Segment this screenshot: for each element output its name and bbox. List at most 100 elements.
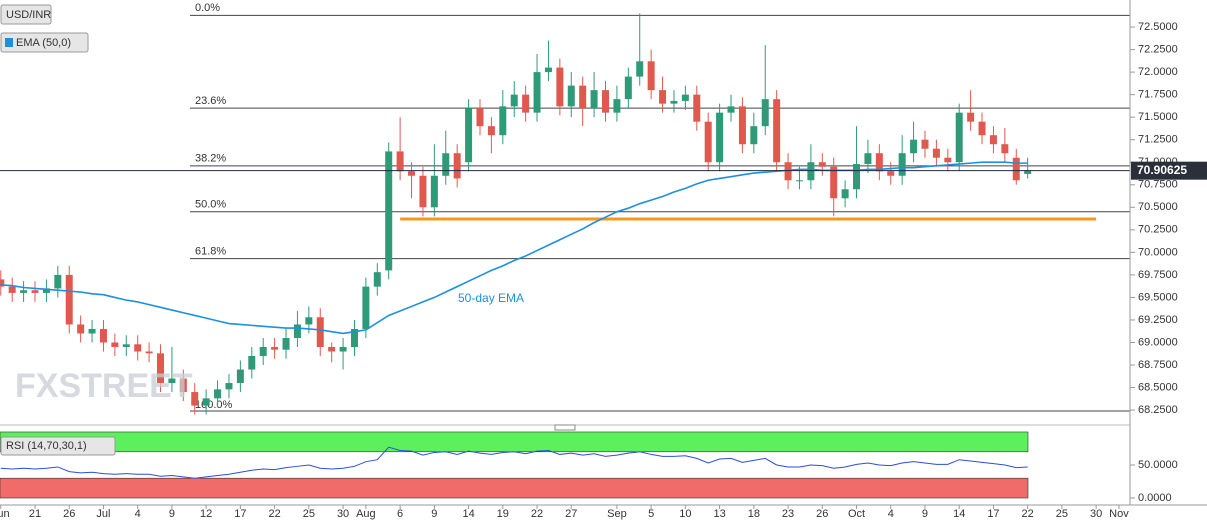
candle-body xyxy=(465,108,473,163)
candle-body xyxy=(373,272,381,287)
x-tick-label: 30 xyxy=(337,508,349,520)
x-tick-label: 17 xyxy=(234,508,246,520)
candle-body xyxy=(921,139,929,149)
candle-body xyxy=(236,369,244,384)
candle-body xyxy=(1012,157,1020,181)
candle-body xyxy=(122,344,130,347)
candle-body xyxy=(350,328,358,347)
candle-body xyxy=(510,94,518,107)
candle-body xyxy=(681,94,689,101)
candle-body xyxy=(841,189,849,199)
x-tick-label: 26 xyxy=(63,508,75,520)
x-tick-label: 12 xyxy=(200,508,212,520)
candle-body xyxy=(602,90,609,113)
pane-handle[interactable] xyxy=(554,424,576,431)
candle-body xyxy=(659,90,667,104)
x-tick-label: Aug xyxy=(356,508,376,520)
y-tick-label: 68.5000 xyxy=(1138,381,1178,393)
ema-annotation: 50-day EMA xyxy=(458,291,524,305)
candle-body xyxy=(704,121,712,163)
y-tick-label: 70.0000 xyxy=(1138,246,1178,258)
candle-body xyxy=(887,171,895,176)
last-price-label: 70.90625 xyxy=(1137,163,1187,177)
fib-label: 0.0% xyxy=(195,2,220,14)
x-tick-label: Sep xyxy=(607,508,627,520)
candle-body xyxy=(225,383,233,390)
x-tick-label: 27 xyxy=(565,508,577,520)
candle-body xyxy=(453,153,461,179)
candle-body xyxy=(54,274,62,289)
candle-body xyxy=(282,337,290,350)
x-tick-label: 9 xyxy=(922,508,928,520)
candle-body xyxy=(111,342,119,347)
candle-body xyxy=(42,288,50,293)
x-tick-label: Jun xyxy=(0,508,10,520)
candle-body xyxy=(716,112,724,163)
candle-body xyxy=(579,85,587,109)
candle-body xyxy=(522,94,530,113)
x-tick-label: 14 xyxy=(462,508,474,520)
candle-body xyxy=(567,85,575,107)
x-tick-label: 9 xyxy=(431,508,437,520)
candle-body xyxy=(134,344,142,352)
candle-body xyxy=(88,328,96,334)
y-tick-label: 72.0000 xyxy=(1138,66,1178,78)
candle-body xyxy=(191,392,199,406)
x-tick-label: 23 xyxy=(782,508,794,520)
candle-body xyxy=(99,328,107,343)
x-tick-label: 6 xyxy=(397,508,403,520)
candle-body xyxy=(214,389,222,399)
x-tick-label: 18 xyxy=(748,508,760,520)
candle-body xyxy=(624,76,632,100)
candle-body xyxy=(932,148,940,158)
x-tick-label: Jul xyxy=(96,508,110,520)
x-tick-label: 22 xyxy=(268,508,280,520)
y-tick-label: 69.2500 xyxy=(1138,314,1178,326)
symbol-box[interactable] xyxy=(0,4,52,25)
candle-body xyxy=(590,90,598,109)
candle-body xyxy=(202,398,210,406)
candle-body xyxy=(31,290,39,293)
y-tick-label: 69.5000 xyxy=(1138,291,1178,303)
fib-label: 38.2% xyxy=(195,153,226,165)
candle-body xyxy=(864,153,872,165)
candle-body xyxy=(989,135,997,145)
candle-body xyxy=(248,356,256,370)
candle-body xyxy=(773,99,781,163)
candle-body xyxy=(533,72,541,113)
overbought-band xyxy=(0,431,1029,453)
candle-body xyxy=(419,175,427,208)
candle-body xyxy=(955,112,963,163)
y-tick-label: 70.5000 xyxy=(1138,201,1178,213)
rsi-box[interactable] xyxy=(0,436,116,456)
candle-body xyxy=(408,171,416,176)
y-tick-label: 70.7500 xyxy=(1138,179,1178,191)
price-pane: 0.0% 23.6% 38.2% 50.0% 61.8% 100.0% 50-day EMA xyxy=(0,2,1130,415)
y-tick-label: 71.2500 xyxy=(1138,134,1178,146)
x-tick-label: Nov xyxy=(1109,508,1129,520)
candle-body xyxy=(613,99,621,113)
candle-body xyxy=(442,153,450,176)
candle-body xyxy=(20,290,28,293)
rsi-pane xyxy=(0,431,1029,499)
candle-body xyxy=(157,353,165,384)
rsi-line xyxy=(0,446,1028,479)
candle-body xyxy=(738,106,746,145)
candle-body xyxy=(339,346,347,352)
candle-body xyxy=(750,126,758,145)
candle-body xyxy=(168,378,176,384)
fib-label: 61.8% xyxy=(195,246,226,258)
x-tick-label: 9 xyxy=(169,508,175,520)
candle-body xyxy=(1024,170,1032,174)
candle-body xyxy=(476,108,484,127)
rsi-title: RSI (14,70,30,1) xyxy=(6,440,87,452)
candle-body xyxy=(0,279,5,287)
last-price-box xyxy=(1131,161,1207,180)
fib-label: 23.6% xyxy=(195,95,226,107)
candle-body xyxy=(293,324,301,338)
indicator-box[interactable] xyxy=(0,32,89,53)
x-tick-label: 10 xyxy=(679,508,691,520)
x-tick-label: 25 xyxy=(1056,508,1068,520)
